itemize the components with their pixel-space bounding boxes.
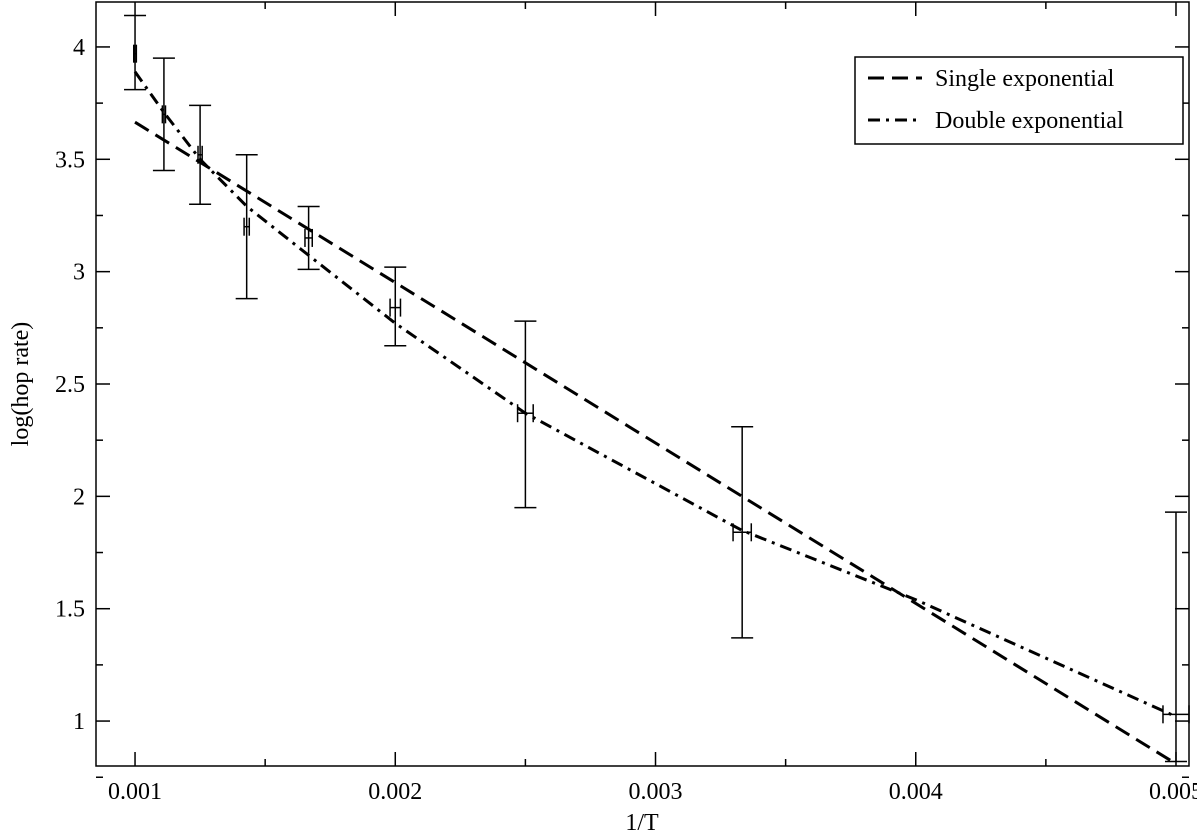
- data-point: [731, 425, 754, 639]
- x-tick-label: 0.004: [889, 779, 943, 805]
- x-axis-label: 1/T: [625, 810, 659, 835]
- x-tick-label: 0.001: [108, 779, 162, 805]
- y-tick-label: 1.5: [55, 597, 85, 623]
- y-tick-label: 1: [73, 709, 85, 735]
- legend-box: [854, 56, 1184, 145]
- legend-label-single: Single exponential: [935, 66, 1115, 92]
- data-point: [152, 57, 175, 172]
- x-tick-label: 0.003: [629, 779, 683, 805]
- x-tick-label: 0.005: [1149, 779, 1197, 805]
- data-point: [514, 320, 537, 509]
- legend-label-double: Double exponential: [935, 108, 1124, 134]
- y-tick-label: 3: [73, 260, 85, 286]
- y-tick-label: 2: [73, 484, 85, 510]
- axis-tick-labels: 0.001 0.002 0.003 0.004 0.005 1 1.5 2 2.5 3 3.5 4: [55, 35, 1197, 805]
- x-tick-label: 0.002: [368, 779, 422, 805]
- fit-lines: [133, 70, 1177, 766]
- y-axis-label: log(hop rate): [8, 322, 34, 447]
- data-point: [384, 266, 407, 347]
- data-points: [124, 14, 1190, 763]
- data-point: [124, 14, 147, 91]
- y-tick-label: 3.5: [55, 147, 85, 173]
- y-tick-label: 4: [73, 35, 85, 61]
- data-point: [297, 205, 320, 271]
- double-exponential-line: [133, 70, 1177, 718]
- data-point: [189, 104, 212, 205]
- axis-ticks: [96, 2, 1189, 778]
- data-point: [235, 154, 258, 300]
- data-point: [1162, 511, 1190, 763]
- legend: Single exponential Double exponential: [854, 56, 1184, 145]
- y-tick-label: 2.5: [55, 372, 85, 398]
- single-exponential-line: [134, 120, 1177, 766]
